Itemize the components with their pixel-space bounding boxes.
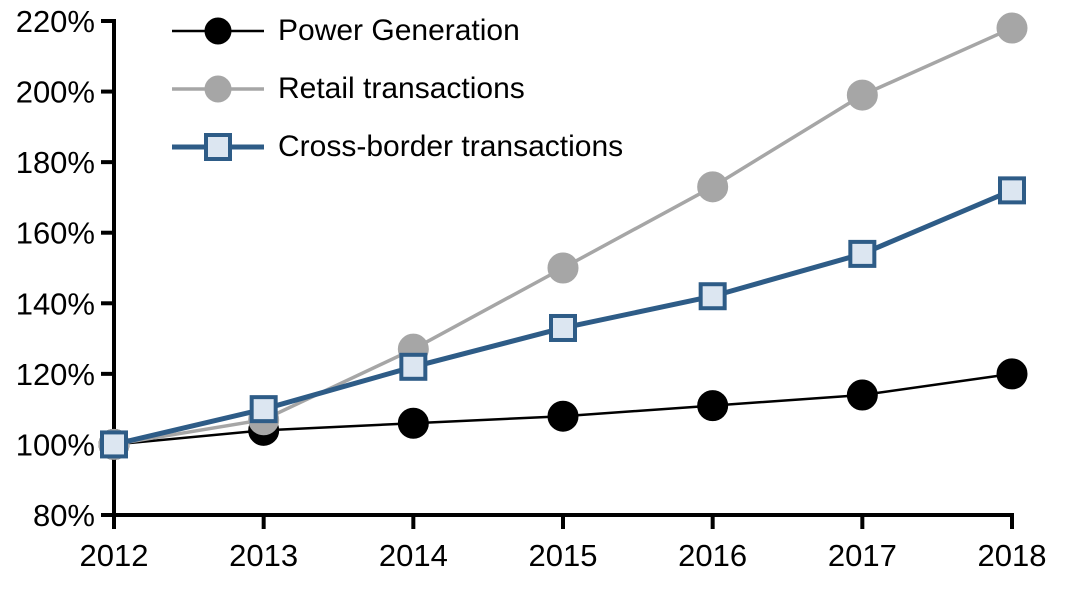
legend-label-cross-border-transactions: Cross-border transactions [278, 130, 624, 163]
data-point-marker [547, 400, 579, 432]
legend-item-power-generation: Power Generation [170, 2, 623, 60]
x-tick-label: 2012 [80, 538, 149, 573]
data-point-marker [996, 12, 1028, 44]
data-point-marker [547, 252, 579, 284]
y-tick-label: 140% [16, 286, 95, 321]
data-point-marker [249, 395, 278, 424]
y-tick-label: 120% [16, 357, 95, 392]
legend-label-power-generation: Power Generation [278, 14, 520, 47]
y-tick-label: 220% [16, 4, 95, 39]
power-generation-swatch-icon [172, 17, 264, 45]
x-tick-label: 2014 [379, 538, 448, 573]
x-tick-label: 2017 [828, 538, 897, 573]
x-tick-label: 2013 [229, 538, 298, 573]
legend-item-retail-transactions: Retail transactions [170, 60, 623, 118]
data-point-marker [698, 282, 727, 311]
data-point-marker [399, 352, 428, 381]
data-point-marker [846, 79, 878, 111]
retail-transactions-swatch-icon [172, 75, 264, 103]
y-tick-label: 80% [33, 498, 95, 533]
legend-label-retail-transactions: Retail transactions [278, 72, 525, 105]
data-point-marker [697, 171, 729, 203]
data-point-marker [549, 313, 577, 342]
y-tick-label: 180% [16, 145, 95, 180]
y-tick-label: 160% [16, 216, 95, 251]
data-point-marker [100, 430, 128, 459]
legend: Power Generation Retail transactions Cro… [170, 2, 623, 176]
data-point-marker [697, 390, 729, 422]
cross-border-transactions-swatch-icon [172, 133, 264, 161]
y-tick-label: 100% [16, 427, 95, 462]
data-point-marker [848, 239, 877, 268]
legend-item-cross-border-transactions: Cross-border transactions [170, 118, 623, 176]
data-point-marker [397, 407, 429, 439]
x-tick-label: 2016 [678, 538, 747, 573]
x-tick-label: 2018 [978, 538, 1047, 573]
data-point-marker [996, 358, 1028, 390]
x-tick-label: 2015 [529, 538, 598, 573]
data-point-marker [998, 176, 1026, 205]
data-point-marker [846, 379, 878, 411]
y-tick-label: 200% [16, 75, 95, 110]
